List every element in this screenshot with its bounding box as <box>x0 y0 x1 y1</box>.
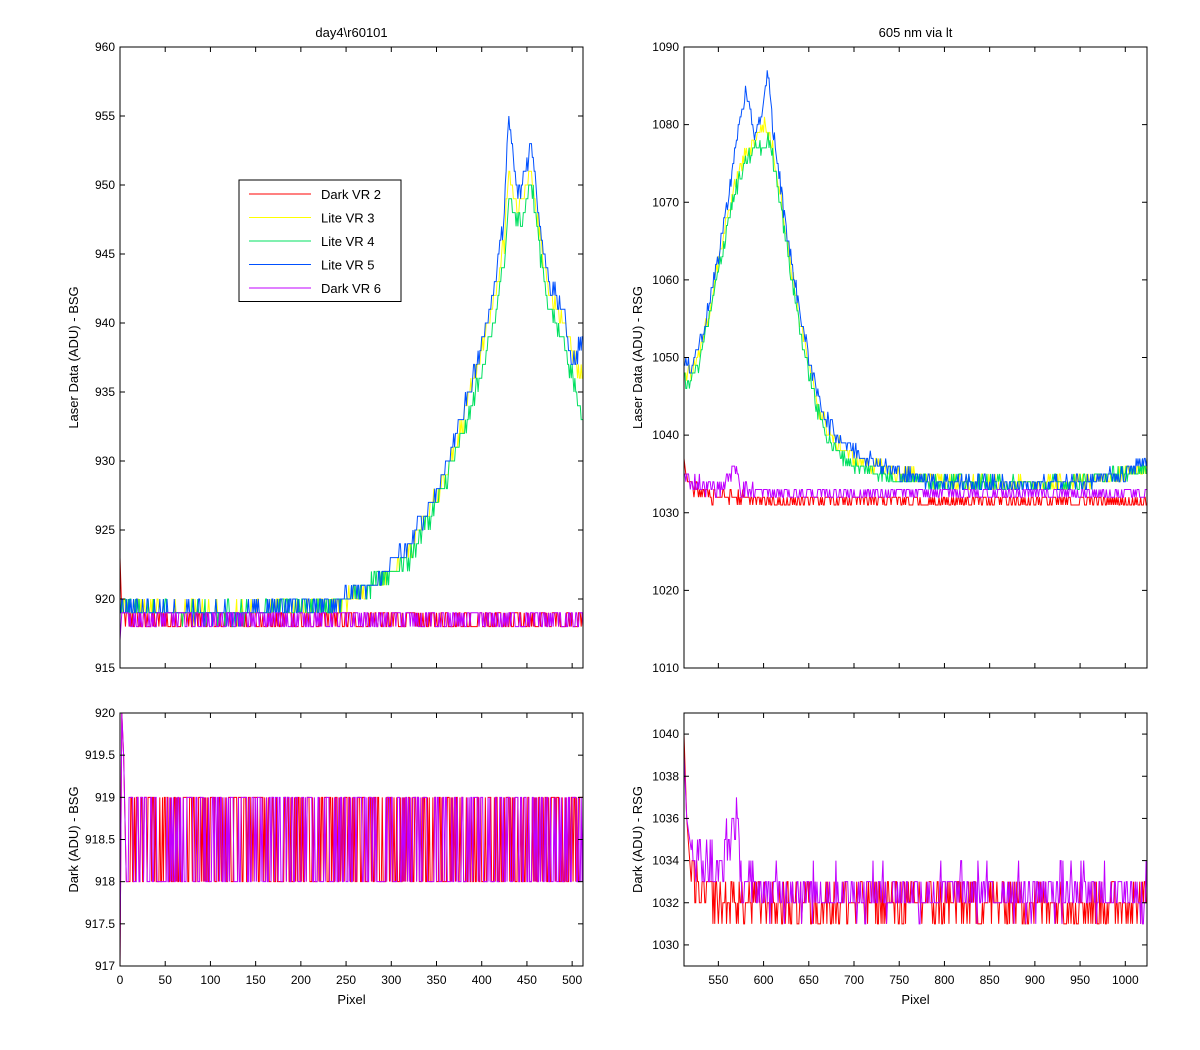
y-tick-label: 920 <box>95 706 115 720</box>
series-line-dark-vr-2 <box>684 734 1147 925</box>
x-tick-label: 950 <box>1070 973 1090 987</box>
chart-title: day4\r60101 <box>315 25 387 40</box>
y-axis-label: Laser Data (ADU) - BSG <box>66 286 81 428</box>
y-tick-label: 1040 <box>652 428 679 442</box>
x-tick-label: 500 <box>562 973 582 987</box>
legend-entry: Lite VR 4 <box>321 234 374 249</box>
series-line-dark-vr-6 <box>120 612 583 641</box>
y-tick-label: 917.5 <box>85 917 115 931</box>
y-tick-label: 919.5 <box>85 748 115 762</box>
axes-frame <box>683 712 1148 967</box>
legend-entry: Lite VR 5 <box>321 258 374 273</box>
chart-top-right: 1010 1020 1030 1040 1050 1060 1070 1080 1090 605 … <box>630 25 1148 675</box>
plot-area <box>120 47 583 668</box>
x-tick-label: 300 <box>381 973 401 987</box>
plot-area <box>684 713 1147 966</box>
x-tick-label: 900 <box>1025 973 1045 987</box>
y-tick-label: 1032 <box>652 896 679 910</box>
y-tick-label: 1080 <box>652 118 679 132</box>
x-tick-label: 850 <box>980 973 1000 987</box>
x-axis-label: Pixel <box>337 992 365 1007</box>
y-tick-label: 1050 <box>652 351 679 365</box>
y-tick-label: 925 <box>95 523 115 537</box>
y-tick-label: 1010 <box>652 661 679 675</box>
x-tick-label: 400 <box>472 973 492 987</box>
x-tick-label: 50 <box>159 973 173 987</box>
y-tick-label: 1090 <box>652 40 679 54</box>
y-tick-label: 930 <box>95 454 115 468</box>
legend-entry: Dark VR 6 <box>321 281 381 296</box>
y-tick-label: 1036 <box>652 811 679 825</box>
y-tick-label: 960 <box>95 40 115 54</box>
y-tick-label: 917 <box>95 959 115 973</box>
x-tick-label: 700 <box>844 973 864 987</box>
x-tick-label: 450 <box>517 973 537 987</box>
x-tick-label: 550 <box>708 973 728 987</box>
y-tick-label: 945 <box>95 247 115 261</box>
x-tick-label: 800 <box>934 973 954 987</box>
y-tick-label: 1030 <box>652 506 679 520</box>
chart-title: 605 nm via lt <box>879 25 953 40</box>
y-tick-label: 955 <box>95 109 115 123</box>
x-tick-label: 600 <box>754 973 774 987</box>
x-axis-label: Pixel <box>901 992 929 1007</box>
chart-bottom-left: 917 917.5 918 918.5 919 919.5 920 0 50 100 150 200 2… <box>66 706 584 1007</box>
series-line-dark-vr-6 <box>684 465 1147 498</box>
legend-entry: Lite VR 3 <box>321 211 374 226</box>
y-tick-label: 1070 <box>652 195 679 209</box>
x-tick-label: 250 <box>336 973 356 987</box>
legend: Dark VR 2 Lite VR 3 Lite VR 4 Lite VR 5 Dark… <box>238 179 402 302</box>
y-tick-label: 1060 <box>652 273 679 287</box>
x-tick-label: 100 <box>200 973 220 987</box>
x-tick-label: 1000 <box>1112 973 1139 987</box>
axes-frame <box>119 46 584 669</box>
series-line-lite-vr-5 <box>684 70 1147 490</box>
y-tick-label: 1020 <box>652 583 679 597</box>
series-group <box>120 115 583 641</box>
y-tick-label: 919 <box>95 790 115 804</box>
y-tick-label: 1030 <box>652 938 679 952</box>
y-axis-label: Dark (ADU) - RSG <box>630 786 645 893</box>
x-tick-label: 200 <box>291 973 311 987</box>
chart-top-left: 915 920 925 930 935 940 945 950 955 960 day4\r6010… <box>66 25 584 675</box>
series-line-dark-vr-6 <box>684 755 1147 925</box>
chart-bottom-right: 1030 1032 1034 1036 1038 1040 550 600 650 700 750 8… <box>630 712 1148 1007</box>
y-axis-label: Dark (ADU) - BSG <box>66 786 81 892</box>
series-line-dark-vr-6 <box>120 713 583 966</box>
y-tick-label: 1038 <box>652 769 679 783</box>
legend-entry: Dark VR 2 <box>321 187 381 202</box>
y-tick-label: 935 <box>95 385 115 399</box>
x-tick-label: 750 <box>889 973 909 987</box>
y-tick-label: 915 <box>95 661 115 675</box>
series-line-dark-vr-2 <box>684 458 1147 506</box>
y-tick-label: 1040 <box>652 727 679 741</box>
y-tick-label: 940 <box>95 316 115 330</box>
y-tick-label: 1034 <box>652 854 679 868</box>
y-tick-label: 918 <box>95 875 115 889</box>
series-group <box>684 70 1147 506</box>
x-tick-label: 650 <box>799 973 819 987</box>
x-tick-label: 150 <box>246 973 266 987</box>
x-tick-label: 0 <box>117 973 124 987</box>
y-tick-label: 920 <box>95 592 115 606</box>
y-axis-label: Laser Data (ADU) - RSG <box>630 286 645 429</box>
series-group <box>120 713 583 966</box>
series-group <box>684 734 1147 925</box>
y-tick-label: 918.5 <box>85 833 115 847</box>
x-tick-label: 350 <box>426 973 446 987</box>
y-tick-label: 950 <box>95 178 115 192</box>
